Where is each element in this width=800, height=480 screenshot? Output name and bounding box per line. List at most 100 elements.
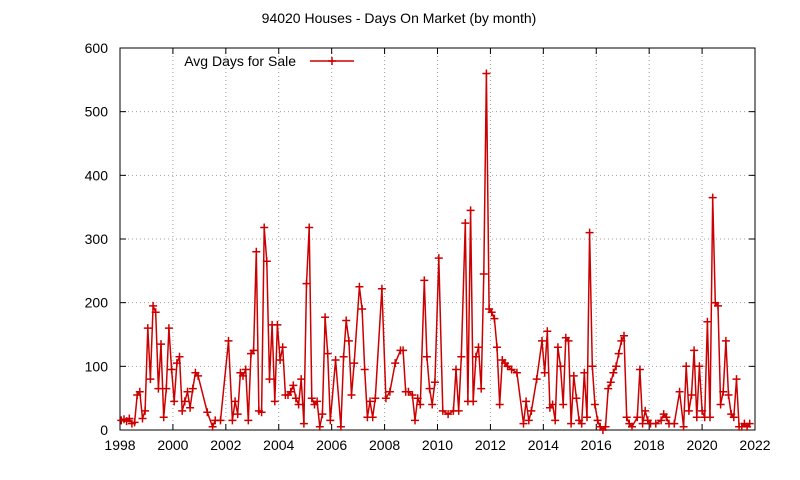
data-point-marker (703, 317, 712, 326)
legend-marker (328, 57, 336, 65)
data-point-marker (635, 365, 644, 374)
data-point-marker (135, 387, 144, 396)
x-tick-label: 2004 (263, 437, 294, 453)
data-point-marker (684, 406, 693, 415)
data-point-marker (641, 406, 650, 415)
data-point-marker (208, 422, 217, 431)
x-tick-label: 2012 (475, 437, 506, 453)
y-tick-label: 600 (85, 40, 109, 56)
data-point-marker (690, 346, 699, 355)
data-point-marker (339, 352, 348, 361)
data-point-marker (358, 305, 367, 313)
data-point-marker (428, 400, 437, 409)
data-point-marker (698, 406, 707, 415)
data-point-marker (265, 375, 274, 384)
data-point-marker (601, 422, 610, 431)
data-point-marker (487, 308, 496, 317)
data-point-marker (745, 419, 754, 428)
data-point-marker (342, 316, 351, 325)
data-point-marker (452, 365, 460, 374)
data-point-marker (507, 365, 516, 374)
data-point-marker (638, 419, 647, 428)
data-point-marker (482, 69, 491, 78)
data-point-marker (714, 301, 722, 310)
y-axis-tick-labels: 0 100 200 300 400 500 600 (85, 40, 109, 438)
data-point-marker (551, 416, 560, 425)
data-point-marker (138, 414, 147, 423)
data-point-marker (170, 397, 179, 406)
data-point-marker (162, 384, 171, 393)
data-point-marker (350, 359, 359, 368)
data-point-marker (203, 408, 212, 417)
data-point-marker (585, 228, 594, 237)
data-point-marker (252, 247, 261, 256)
data-point-marker (469, 397, 478, 406)
data-point-marker (556, 362, 565, 371)
data-point-marker (125, 414, 134, 423)
data-point-marker (590, 400, 599, 409)
data-point-marker (241, 365, 250, 374)
data-point-marker (679, 422, 688, 431)
data-point-marker (276, 356, 285, 364)
data-point-marker (461, 219, 470, 228)
data-point-marker (180, 397, 189, 406)
data-point-marker (183, 387, 192, 396)
data-point-marker (628, 422, 636, 431)
data-point-marker (662, 413, 671, 422)
data-point-marker (633, 413, 642, 422)
data-point-marker (522, 397, 531, 406)
data-point-marker (313, 397, 322, 406)
x-tick-label: 2002 (210, 437, 241, 453)
data-point-marker (420, 276, 429, 285)
data-point-marker (454, 406, 463, 415)
data-point-marker (567, 419, 576, 428)
data-point-marker (543, 327, 552, 336)
data-point-marker (471, 352, 480, 361)
data-point-marker (228, 416, 237, 425)
data-point-marker (479, 270, 488, 278)
x-tick-label: 1998 (104, 437, 135, 453)
data-point-marker (457, 352, 466, 361)
data-point-marker (540, 368, 549, 377)
x-tick-label: 2000 (157, 437, 188, 453)
data-point-marker (278, 343, 287, 352)
legend-label: Avg Days for Sale (184, 53, 296, 69)
data-point-marker (305, 223, 314, 232)
data-point-marker (527, 406, 536, 415)
data-point-marker (675, 387, 684, 396)
data-point-marker (588, 362, 597, 371)
data-point-marker (716, 400, 725, 409)
data-point-marker (270, 397, 279, 406)
data-point-marker (548, 400, 557, 409)
data-point-marker (385, 387, 394, 396)
data-point-marker (178, 406, 187, 415)
data-point-marker (593, 416, 602, 425)
data-point-marker (425, 384, 434, 393)
data-point-marker (411, 416, 419, 425)
y-tick-label: 0 (100, 422, 108, 438)
data-point-marker (130, 418, 139, 427)
data-point-marker (260, 223, 269, 232)
data-point-marker (146, 375, 155, 384)
series-avg-days-for-sale (117, 69, 754, 434)
data-point-marker (524, 416, 533, 425)
data-point-marker (391, 359, 400, 368)
data-point-marker (399, 346, 408, 355)
data-point-marker (249, 346, 258, 355)
data-point-marker (344, 336, 353, 345)
x-tick-label: 2016 (581, 437, 612, 453)
y-tick-label: 200 (85, 295, 109, 311)
data-point-marker (366, 397, 374, 406)
data-point-marker (422, 352, 431, 361)
data-point-marker (371, 394, 380, 403)
data-point-marker (289, 381, 298, 390)
data-point-marker (141, 406, 150, 415)
data-point-marker (231, 397, 240, 406)
data-point-marker (273, 320, 282, 329)
data-point-marker (299, 419, 308, 428)
data-point-marker (244, 416, 253, 425)
data-point-marker (495, 400, 504, 409)
data-point-marker (606, 378, 615, 387)
data-point-marker (580, 368, 589, 377)
data-point-marker (416, 400, 425, 409)
